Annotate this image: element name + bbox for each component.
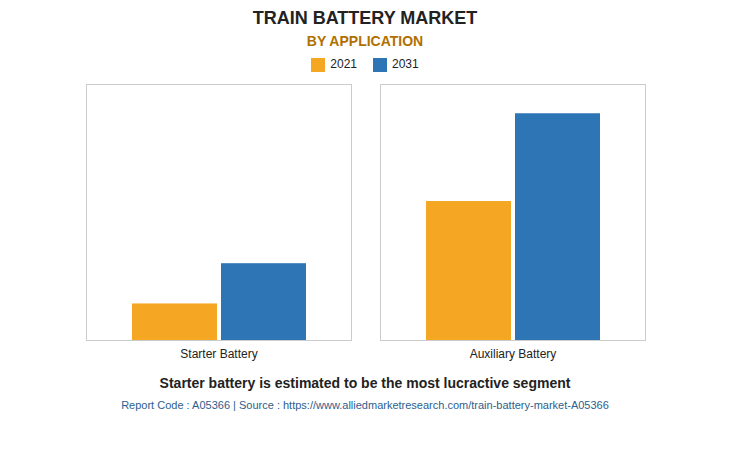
- html-text:2031: 2031: [392, 57, 419, 71]
- html-text:Report Code : A05366 | Source: Report Code : A05366 | Source : https://…: [121, 399, 609, 411]
- html-text:BY APPLICATION: BY APPLICATION: [306, 33, 424, 49]
- html-text:Starter battery is estimated t: Starter battery is estimated to be the m…: [159, 375, 571, 391]
- html-text:2021: 2021: [330, 57, 357, 71]
- svg-text:Starter Battery: Starter Battery: [180, 347, 257, 361]
- svg-text:Auxiliary Battery: Auxiliary Battery: [470, 347, 557, 361]
- html-text:TRAIN BATTERY MARKET: TRAIN BATTERY MARKET: [252, 8, 478, 28]
